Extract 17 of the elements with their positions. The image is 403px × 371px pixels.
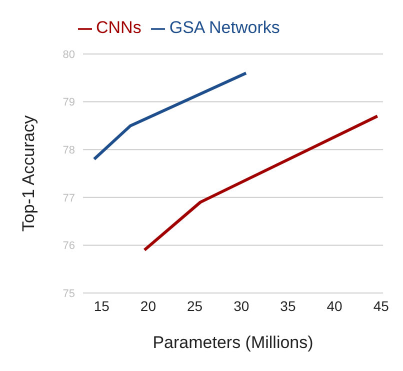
x-tick-label: 35 [280,298,296,314]
x-axis-title: Parameters (Millions) [152,333,314,352]
y-tick-label: 77 [62,192,75,204]
legend-label: CNNs [96,18,142,37]
y-axis-title: Top-1 Accuracy [19,114,38,232]
x-tick-label: 45 [373,298,390,314]
y-tick-label: 78 [62,144,75,157]
y-tick-label: 75 [62,288,75,300]
x-tick-label: 40 [326,298,343,314]
y-tick-label: 79 [62,96,75,109]
y-tick-label: 80 [62,48,75,61]
x-tick-label: 30 [234,298,250,314]
x-tick-label: 15 [94,298,110,314]
y-tick-label: 76 [62,240,75,252]
legend-label: GSA Networks [169,18,280,37]
x-tick-label: 20 [140,298,156,314]
x-tick-label: 25 [187,298,203,314]
